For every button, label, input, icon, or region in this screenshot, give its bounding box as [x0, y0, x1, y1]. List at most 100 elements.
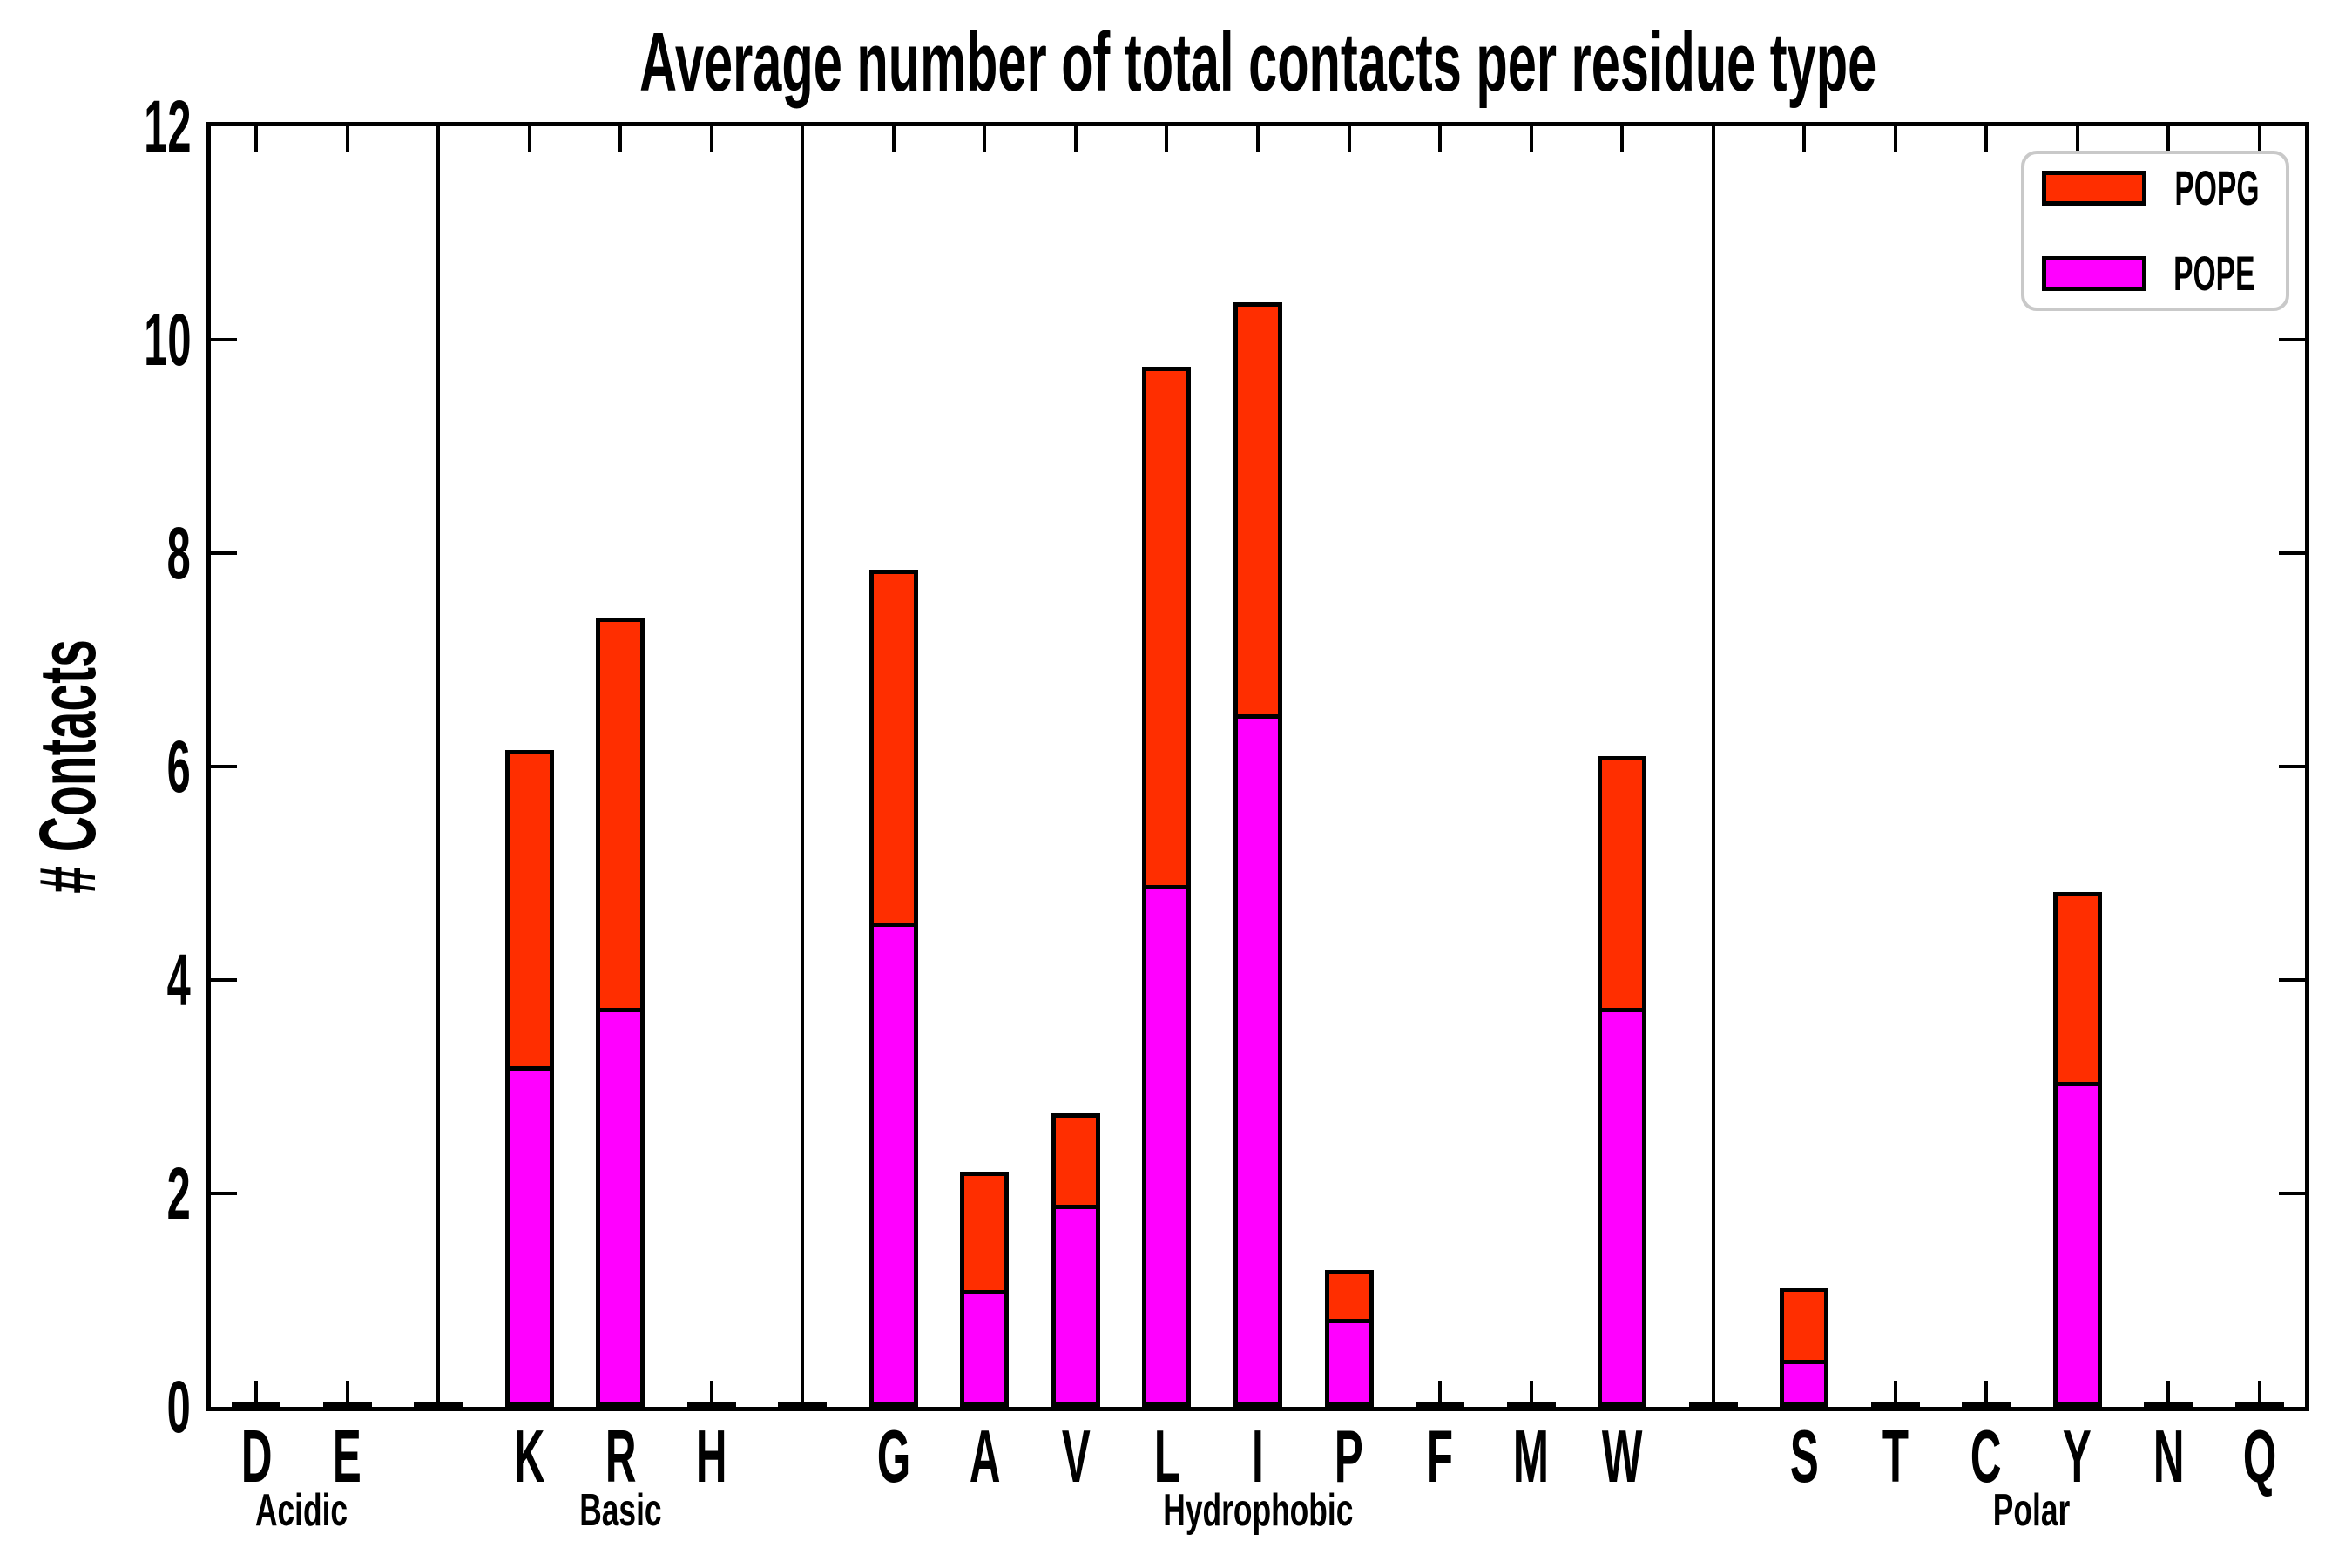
x-tick-label-R: R [551, 1420, 690, 1494]
x-tick-top [709, 126, 713, 152]
x-tick-label-text: E [333, 1416, 362, 1498]
x-tick-label-G: G [824, 1420, 963, 1494]
legend-label-pope: POPE [2173, 246, 2255, 301]
x-tick-bottom [709, 1381, 713, 1407]
x-tick-bottom [345, 1381, 349, 1407]
x-tick-top [527, 126, 531, 152]
y-tick-left [211, 765, 237, 768]
y-tick-label-text: 12 [143, 85, 191, 167]
x-tick-label-text: H [696, 1416, 727, 1498]
y-tick-label-10: 10 [0, 303, 191, 376]
x-tick-label-F: F [1370, 1420, 1510, 1494]
x-tick-label-text: V [1061, 1416, 1091, 1498]
y-tick-label-8: 8 [0, 517, 191, 590]
y-tick-right [2279, 551, 2305, 555]
y-tick-right [2279, 765, 2305, 768]
x-tick-label-text: N [2153, 1416, 2184, 1498]
bar-A-popg [960, 1172, 1010, 1294]
x-tick-top [1984, 126, 1989, 152]
x-tick-label-W: W [1552, 1420, 1692, 1494]
x-tick-top [1802, 126, 1807, 152]
bar-V-pope [1051, 1209, 1100, 1407]
x-tick-label-text: T [1882, 1416, 1909, 1498]
y-tick-right [2279, 338, 2305, 341]
y-tick-label-text: 2 [166, 1152, 191, 1234]
bar-W-popg [1598, 756, 1647, 1012]
y-tick-right [2279, 1192, 2305, 1195]
legend-swatch-popg [2042, 171, 2146, 206]
separator-stub [1688, 1402, 1738, 1407]
x-tick-label-E: E [278, 1420, 417, 1494]
x-tick-label-T: T [1826, 1420, 1965, 1494]
y-tick-label-text: 0 [166, 1366, 191, 1448]
x-tick-label-N: N [2099, 1420, 2238, 1494]
x-tick-bottom [254, 1381, 259, 1407]
x-tick-top [1165, 126, 1169, 152]
x-tick-label-text: Y [2063, 1416, 2092, 1498]
group-label-hydrophobic: Hydrophobic [997, 1488, 1519, 1533]
x-tick-label-Y: Y [2008, 1420, 2147, 1494]
bar-R-pope [596, 1012, 645, 1407]
x-tick-top [345, 126, 349, 152]
x-tick-top [1256, 126, 1260, 152]
bar-H-stub [686, 1402, 736, 1407]
y-tick-left [211, 1192, 237, 1195]
x-tick-label-text: I [1252, 1416, 1264, 1498]
x-tick-label-text: Q [2242, 1416, 2276, 1498]
x-tick-label-V: V [1006, 1420, 1146, 1494]
x-tick-bottom [2166, 1381, 2171, 1407]
x-tick-top [2075, 126, 2079, 152]
y-tick-label-text: 4 [166, 939, 191, 1021]
x-tick-label-text: M [1513, 1416, 1550, 1498]
y-tick-label-4: 4 [0, 943, 191, 1017]
x-tick-label-text: G [876, 1416, 911, 1498]
bar-W-pope [1598, 1012, 1647, 1407]
x-tick-top [1529, 126, 1533, 152]
bar-S-pope [1780, 1364, 1829, 1407]
bar-P-popg [1324, 1270, 1374, 1323]
x-tick-top [891, 126, 896, 152]
x-tick-label-text: A [969, 1416, 1001, 1498]
group-divider [801, 126, 805, 1407]
chart-title: Average number of total contacts per res… [206, 21, 2309, 105]
x-tick-bottom [1984, 1381, 1989, 1407]
y-tick-label-text: 6 [166, 726, 191, 808]
y-tick-left [211, 338, 237, 341]
x-tick-label-text: W [1601, 1416, 1643, 1498]
bar-R-popg [596, 618, 645, 1012]
legend-row-popg: POPG [2042, 164, 2263, 213]
y-tick-label-text: 8 [166, 512, 191, 594]
group-divider [1711, 126, 1715, 1407]
x-tick-label-text: L [1153, 1416, 1180, 1498]
x-tick-label-text: K [514, 1416, 545, 1498]
x-tick-top [1073, 126, 1078, 152]
x-tick-label-text: C [1970, 1416, 2002, 1498]
x-tick-label-text: F [1426, 1416, 1454, 1498]
x-tick-top [254, 126, 259, 152]
bar-L-popg [1142, 367, 1192, 889]
x-tick-label-H: H [642, 1420, 781, 1494]
x-tick-top [1620, 126, 1625, 152]
bar-I-popg [1233, 302, 1282, 719]
y-tick-left [211, 551, 237, 555]
chart-title-text: Average number of total contacts per res… [639, 16, 1877, 109]
x-tick-bottom [1529, 1381, 1533, 1407]
bar-V-popg [1051, 1113, 1100, 1209]
y-tick-right [2279, 978, 2305, 982]
bar-D-stub [232, 1402, 281, 1407]
legend-label-popg: POPG [2174, 160, 2260, 215]
x-tick-bottom [1893, 1381, 1897, 1407]
bar-S-popg [1780, 1288, 1829, 1364]
legend-row-pope: POPE [2042, 249, 2263, 298]
y-tick-left [211, 978, 237, 982]
bar-N-stub [2144, 1402, 2193, 1407]
plot-inner [211, 126, 2305, 1407]
x-tick-label-text: S [1789, 1416, 1819, 1498]
group-label-text: Hydrophobic [1162, 1485, 1354, 1536]
y-tick-label-2: 2 [0, 1157, 191, 1230]
bar-K-pope [504, 1071, 554, 1407]
x-tick-label-K: K [460, 1420, 599, 1494]
separator-stub [778, 1402, 828, 1407]
x-tick-top [2166, 126, 2171, 152]
separator-stub [414, 1402, 463, 1407]
